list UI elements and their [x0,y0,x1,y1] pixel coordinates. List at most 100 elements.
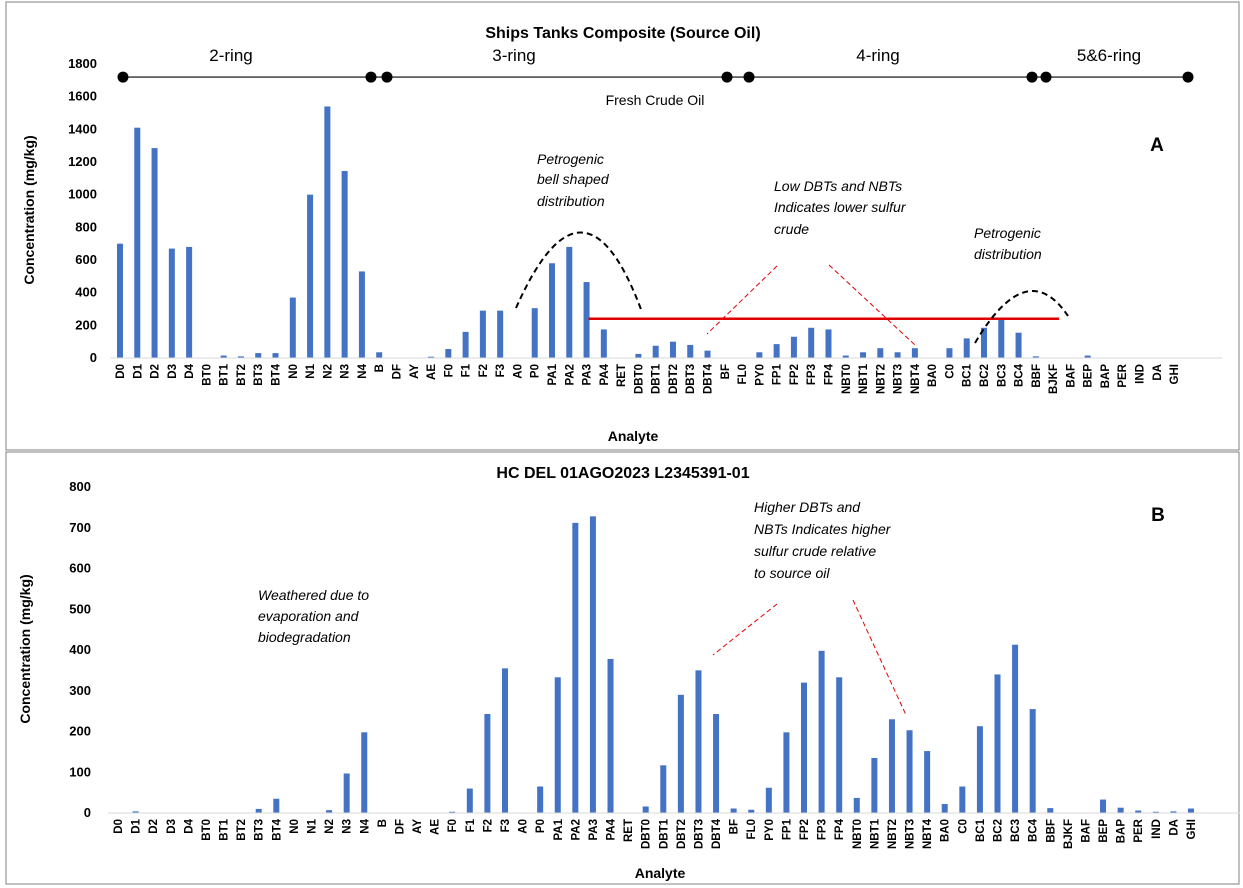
b-x-tick-label: DBT1 [658,818,670,849]
a-bar-p0 [531,308,538,358]
a-x-tick-label: GHI [1169,364,1181,384]
a-x-tick-label: PA1 [547,363,559,385]
b-x-tick-label: F1 [465,818,477,832]
b-x-tick-label: PA2 [570,819,582,841]
a-x-tick-label: AE [426,364,438,380]
a-x-tick-label: BBF [1031,364,1043,388]
a-x-tick-label: F0 [443,364,455,377]
b-x-tick-label: RET [623,819,635,842]
a-bar-f2 [479,310,486,358]
b-y-tick-label: 400 [69,642,91,657]
b-x-tick-label: NBT2 [887,819,899,849]
a-x-tick-label: PA2 [564,364,576,386]
a-bar-d0 [117,243,123,358]
ring-band-dot [743,71,755,83]
b-bar-d1 [132,811,139,813]
b-bar-bc1 [976,726,983,813]
a-bar-nbt2 [877,348,884,358]
a-x-tick-label: N1 [305,363,317,378]
annotation-pointer-nbt [852,599,907,716]
b-bar-bbf [1047,808,1054,813]
a-x-tick-label: BJKF [1048,364,1060,394]
a-bar-bc2 [981,327,987,358]
b-y-tick-label: 200 [69,724,91,739]
b-x-tick-label: N0 [289,819,301,834]
a-bar-n0 [289,297,296,358]
b-x-tick-label: DBT0 [641,819,653,849]
a-x-tick-label: N4 [357,363,369,378]
a-bar-n3 [341,170,348,358]
annotation-higher-dbt-1: Higher DBTs and [754,499,861,515]
b-bar-dbt4 [713,713,720,813]
bell-curve-petrogenic-2 [974,290,1069,344]
panel-b-y-axis-label: Concentration (mg/kg) [17,574,33,723]
b-x-tick-label: NBT3 [905,819,917,849]
a-bar-fp2 [790,336,797,358]
b-x-tick-label: PA1 [553,818,565,840]
annotation-petrogenic-bell-1: Petrogenic [537,151,604,167]
b-y-tick-label: 500 [69,601,91,616]
a-x-tick-label: FP4 [823,363,835,385]
a-bar-bc3 [998,318,1005,358]
b-bar-dbt0 [642,806,649,813]
a-bar-fp4 [825,329,832,358]
a-x-tick-label: D4 [184,363,196,378]
b-x-tick-label: BEP [1098,819,1110,843]
b-x-tick-label: FP2 [799,819,811,840]
a-x-tick-label: PER [1117,363,1129,387]
b-x-tick-label: D1 [131,818,143,833]
a-bar-pa4 [600,329,607,358]
ring-band-dot [1040,71,1052,83]
a-bar-ae [428,356,435,358]
a-x-tick-label: BEP [1083,364,1095,388]
bell-curve-petrogenic [515,231,643,313]
a-x-tick-label: BAF [1065,364,1077,388]
b-x-tick-label: BC2 [993,819,1005,842]
ring-band-dot [1182,71,1194,83]
b-bar-n2 [326,810,333,813]
a-bar-n4 [358,271,365,358]
b-x-tick-label: BBF [1045,819,1057,843]
b-bar-fp1 [783,732,790,813]
a-bar-f0 [445,349,452,358]
ring-band-dot [117,71,129,83]
b-bar-f3 [501,668,508,813]
a-x-tick-label: BC1 [962,363,974,387]
b-bar-fp2 [801,682,808,813]
b-x-tick-label: N1 [306,818,318,833]
panel-a-title: Ships Tanks Composite (Source Oil) [485,25,760,42]
a-y-tick-label: 1200 [68,154,97,169]
a-x-tick-label: BAP [1100,364,1112,389]
b-x-tick-label: BT4 [271,818,283,840]
b-x-tick-label: NBT1 [869,818,881,849]
b-bar-da [1170,811,1177,813]
b-bar-f2 [484,713,491,813]
a-bar-nbt0 [842,355,849,358]
a-x-tick-label: F1 [461,363,473,377]
panel-b-x-axis-label: Analyte [635,865,686,881]
a-x-tick-label: BT4 [271,363,283,385]
b-x-tick-label: BT1 [219,818,231,840]
b-bar-bt4 [273,798,280,813]
a-x-tick-label: NBT2 [875,364,887,394]
annotation-low-dbt-3: crude [774,221,809,237]
b-bar-pa3 [589,516,596,813]
b-x-tick-label: BT0 [201,819,213,841]
a-x-tick-label: PA3 [582,364,594,386]
a-x-tick-label: N0 [288,364,300,379]
a-x-tick-label: FP1 [772,363,784,385]
b-x-tick-label: GHI [1186,819,1198,839]
b-x-tick-label: FP4 [834,818,846,840]
b-bar-dbt3 [695,670,702,813]
annotation-weathered-2: evaporation and [258,608,360,624]
b-bar-pa2 [572,522,579,813]
fresh-crude-label: Fresh Crude Oil [606,92,705,108]
b-x-tick-label: DBT4 [711,818,723,849]
b-x-tick-label: NBT4 [922,818,934,849]
annotation-low-dbt-1: Low DBTs and NBTs [774,178,902,194]
a-x-tick-label: F3 [495,364,507,377]
ring-band-dot [381,71,393,83]
b-bar-f0 [449,811,456,813]
a-x-tick-label: P0 [530,364,542,378]
annotation-higher-dbt-4: to source oil [754,565,830,581]
